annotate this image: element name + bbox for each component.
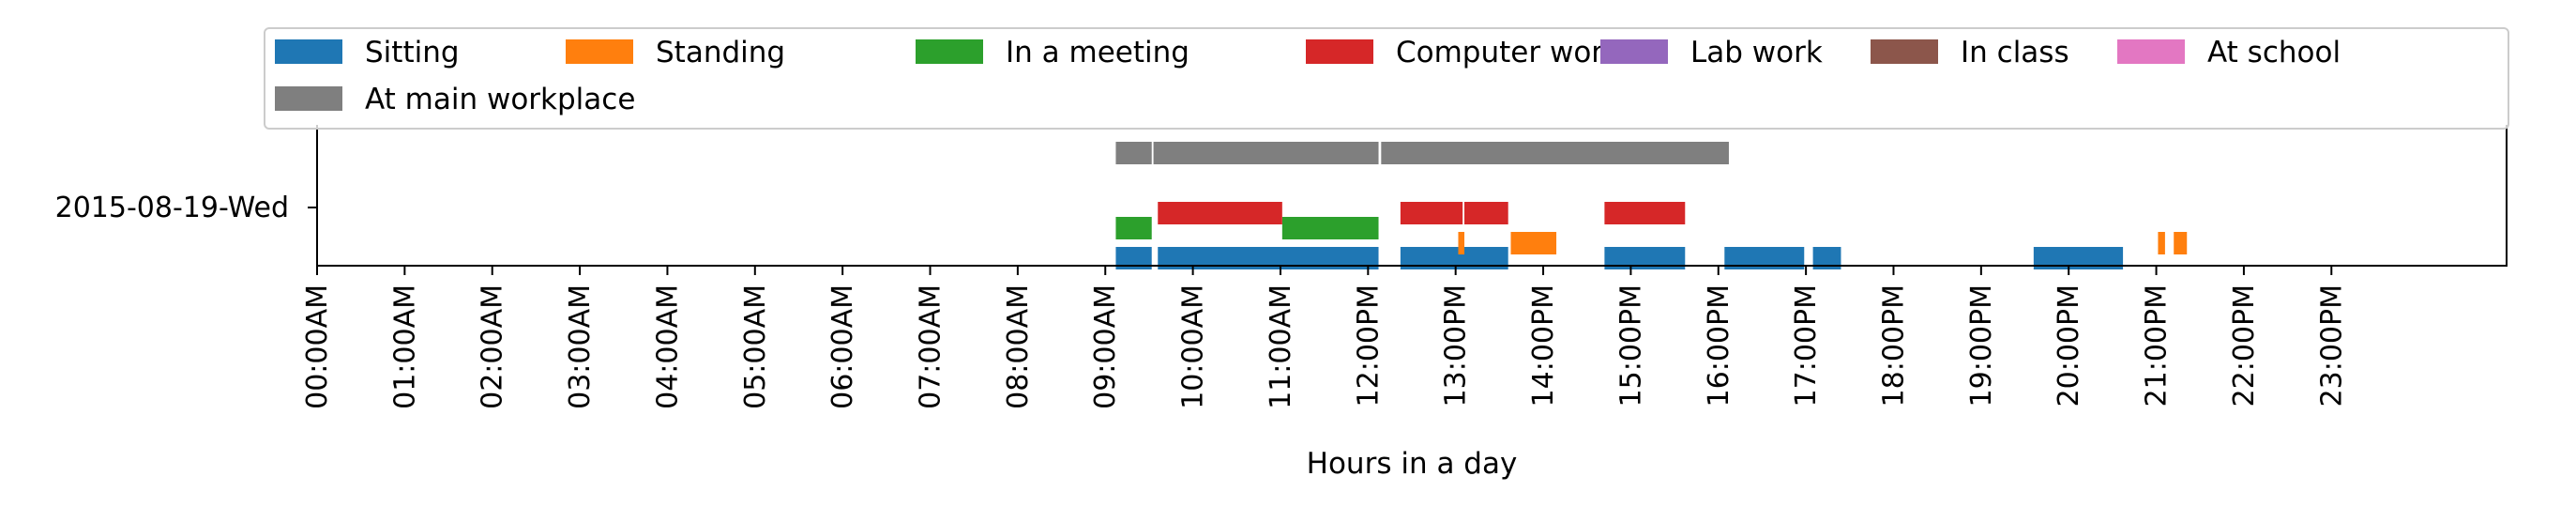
y-tick-label: 2015-08-19-Wed (55, 192, 289, 224)
activity-bars (1115, 142, 2188, 269)
x-tick-label: 12:00PM (1352, 284, 1385, 407)
bar-in-a-meeting-1 (1115, 217, 1152, 239)
legend-swatch-at-school (2117, 39, 2185, 64)
bar-in-a-meeting-2 (1281, 217, 1379, 239)
x-tick-label: 21:00PM (2141, 284, 2174, 407)
legend-swatch-lab-work (1600, 39, 1668, 64)
x-tick-label: 22:00PM (2228, 284, 2261, 407)
x-tick-label: 07:00AM (915, 284, 947, 409)
legend-swatch-computer-work (1306, 39, 1373, 64)
x-tick-label: 15:00PM (1614, 284, 1647, 407)
x-tick-label: 06:00AM (826, 284, 859, 409)
legend-swatch-standing (566, 39, 633, 64)
axes: 2015-08-19-Wed (55, 125, 2508, 267)
x-tick-label: 20:00PM (2053, 284, 2085, 407)
legend: Sitting Standing In a meeting Computer work… (264, 27, 2509, 130)
x-tick-label: 23:00PM (2315, 284, 2348, 407)
x-tick-label: 11:00AM (1265, 284, 1297, 409)
bar-standing-2 (1510, 232, 1557, 254)
legend-frame (264, 27, 2509, 130)
x-tick-label: 14:00PM (1527, 284, 1560, 407)
x-tick-label: 02:00AM (477, 284, 509, 409)
bar-computer-work-4 (1604, 202, 1686, 224)
legend-label-in-class: In class (1961, 36, 2069, 69)
bar-at-main-workplace-1 (1115, 142, 1152, 164)
bar-computer-work-2 (1400, 202, 1463, 224)
x-tick-label: 16:00PM (1703, 284, 1735, 407)
legend-label-in-a-meeting: In a meeting (1006, 36, 1190, 69)
legend-label-at-school: At school (2207, 36, 2341, 69)
x-tick-label: 03:00AM (564, 284, 597, 409)
x-tick-label: 17:00PM (1790, 284, 1823, 407)
x-tick-label: 08:00AM (1002, 284, 1035, 409)
legend-swatch-sitting (275, 39, 342, 64)
x-tick-label: 09:00AM (1089, 284, 1122, 409)
x-tick-label: 05:00AM (739, 284, 772, 409)
x-axis-title: Hours in a day (1307, 447, 1518, 481)
legend-label-sitting: Sitting (365, 36, 460, 69)
bar-standing-3 (2158, 232, 2165, 254)
x-tick-label: 04:00AM (651, 284, 684, 409)
bar-at-main-workplace-3 (1381, 142, 1729, 164)
x-ticks: 00:00AM 01:00AM 02:00AM 03:00AM 04:00AM 05:00… (301, 266, 2348, 409)
x-tick-label: 00:00AM (301, 284, 334, 409)
x-tick-label: 13:00PM (1440, 284, 1473, 407)
x-tick-label: 10:00AM (1177, 284, 1210, 409)
bar-computer-work-1 (1158, 202, 1282, 224)
legend-label-computer-work: Computer work (1396, 36, 1620, 69)
legend-label-lab-work: Lab work (1690, 36, 1823, 69)
legend-swatch-at-main-workplace (275, 86, 342, 111)
legend-swatch-in-class (1871, 39, 1938, 64)
legend-label-standing: Standing (656, 36, 785, 69)
x-tick-label: 18:00PM (1877, 284, 1910, 407)
bar-standing-1 (1458, 232, 1465, 254)
legend-label-at-main-workplace: At main workplace (365, 83, 635, 116)
bar-at-main-workplace-2 (1153, 142, 1379, 164)
x-tick-label: 19:00PM (1965, 284, 1998, 407)
x-tick-label: 01:00AM (388, 284, 421, 409)
bar-standing-4 (2174, 232, 2188, 254)
bar-computer-work-3 (1464, 202, 1508, 224)
legend-swatch-in-a-meeting (916, 39, 983, 64)
